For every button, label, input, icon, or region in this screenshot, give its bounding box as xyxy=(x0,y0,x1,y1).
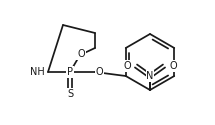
Text: N: N xyxy=(146,71,154,81)
Text: NH: NH xyxy=(30,67,45,77)
Text: O: O xyxy=(77,49,85,59)
Text: O: O xyxy=(169,61,177,71)
Text: P: P xyxy=(67,67,73,77)
Text: O: O xyxy=(96,67,104,77)
Text: O: O xyxy=(123,61,131,71)
Text: S: S xyxy=(67,89,73,99)
